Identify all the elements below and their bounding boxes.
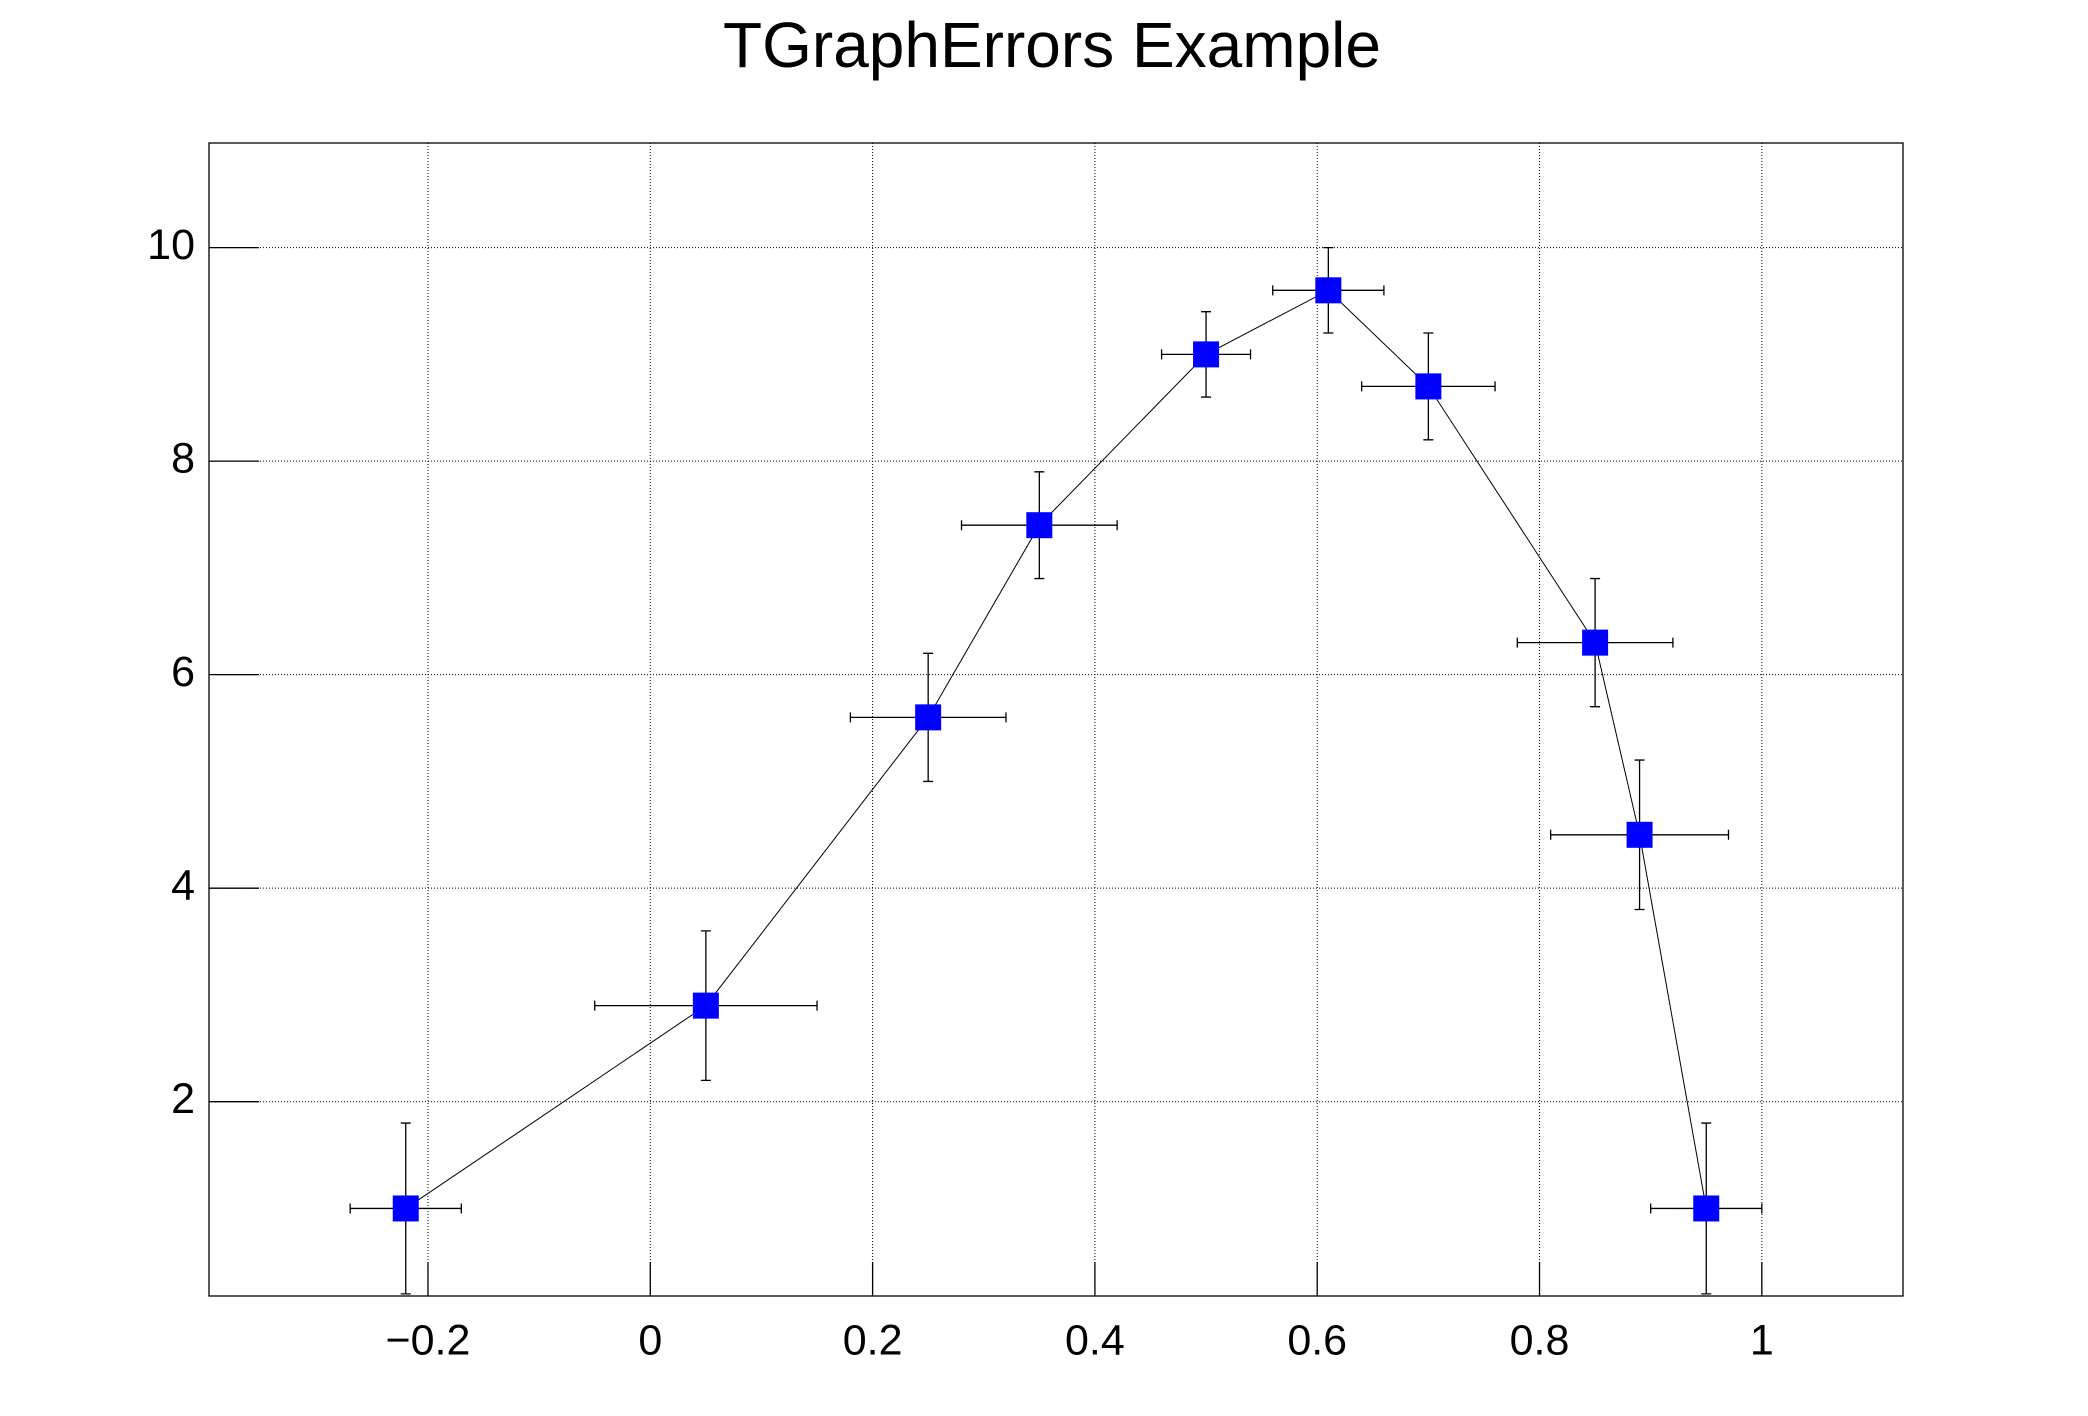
- x-tick-label: 0.8: [1510, 1316, 1570, 1364]
- marker: [1193, 341, 1220, 368]
- x-tick-label: 0: [638, 1316, 662, 1364]
- marker: [1582, 629, 1609, 656]
- y-tick-label: 2: [171, 1075, 195, 1123]
- x-tick-label: −0.2: [386, 1316, 471, 1364]
- marker: [1415, 373, 1442, 400]
- marker: [692, 992, 719, 1019]
- marker: [1315, 277, 1342, 304]
- x-tick-label: 0.4: [1065, 1316, 1125, 1364]
- marker: [915, 704, 942, 731]
- y-tick-label: 6: [171, 648, 195, 696]
- y-tick-label: 4: [171, 862, 195, 910]
- marker: [392, 1195, 419, 1222]
- marker: [1626, 821, 1653, 848]
- x-tick-label: 0.6: [1287, 1316, 1347, 1364]
- y-tick-label: 10: [147, 221, 195, 269]
- x-tick-label: 0.2: [843, 1316, 903, 1364]
- marker: [1026, 512, 1053, 539]
- marker: [1693, 1195, 1720, 1222]
- data-line: [405, 289, 1707, 1209]
- y-tick-label: 8: [171, 435, 195, 483]
- chart-title: TGraphErrors Example: [723, 9, 1381, 81]
- x-tick-label: 1: [1750, 1316, 1774, 1364]
- plot-frame: [208, 142, 1904, 1297]
